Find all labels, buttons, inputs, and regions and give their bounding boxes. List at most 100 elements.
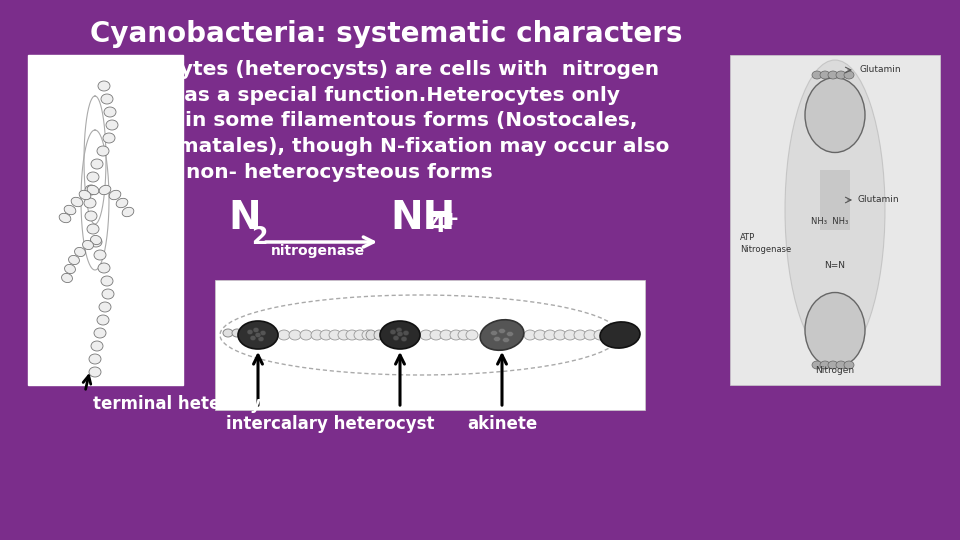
Ellipse shape [828, 71, 838, 79]
Text: N=N: N=N [825, 260, 846, 269]
Bar [730, 55, 940, 385]
Ellipse shape [828, 361, 838, 369]
Ellipse shape [89, 354, 101, 364]
Ellipse shape [98, 81, 110, 91]
Ellipse shape [90, 235, 102, 245]
Ellipse shape [338, 330, 350, 340]
Ellipse shape [87, 224, 99, 234]
Ellipse shape [84, 198, 96, 208]
Ellipse shape [101, 94, 113, 104]
Text: Glutamin: Glutamin [860, 65, 901, 75]
Ellipse shape [223, 329, 233, 337]
Ellipse shape [403, 330, 409, 335]
Ellipse shape [836, 361, 846, 369]
Ellipse shape [99, 185, 110, 195]
Ellipse shape [104, 107, 116, 117]
Bar [820, 170, 850, 230]
Ellipse shape [397, 332, 403, 336]
Ellipse shape [354, 330, 366, 340]
Ellipse shape [247, 329, 253, 334]
Ellipse shape [507, 332, 514, 336]
Ellipse shape [75, 247, 85, 256]
Ellipse shape [90, 237, 102, 247]
Ellipse shape [380, 321, 420, 349]
Ellipse shape [68, 255, 80, 265]
Ellipse shape [87, 185, 99, 195]
Ellipse shape [109, 190, 121, 200]
Ellipse shape [99, 302, 111, 312]
Ellipse shape [493, 336, 500, 341]
Ellipse shape [812, 71, 822, 79]
Text: NH: NH [390, 199, 455, 237]
Ellipse shape [238, 321, 278, 349]
Ellipse shape [346, 330, 358, 340]
Ellipse shape [64, 205, 76, 215]
Ellipse shape [396, 327, 402, 333]
Text: Glutamin: Glutamin [857, 195, 899, 205]
Ellipse shape [255, 333, 261, 338]
Text: 4: 4 [430, 213, 446, 237]
Ellipse shape [116, 198, 128, 208]
Ellipse shape [64, 265, 76, 274]
Ellipse shape [289, 330, 301, 340]
Ellipse shape [94, 328, 106, 338]
Ellipse shape [844, 71, 854, 79]
Text: Nitrogen: Nitrogen [815, 366, 854, 375]
Ellipse shape [250, 335, 256, 341]
Text: akinete: akinete [467, 415, 538, 433]
Ellipse shape [450, 330, 462, 340]
Ellipse shape [103, 133, 115, 143]
Ellipse shape [85, 185, 97, 195]
Ellipse shape [480, 320, 524, 350]
Ellipse shape [258, 336, 264, 341]
Text: 2: 2 [251, 225, 268, 249]
Ellipse shape [91, 341, 103, 351]
Ellipse shape [554, 330, 566, 340]
Ellipse shape [812, 361, 822, 369]
Ellipse shape [574, 330, 586, 340]
Ellipse shape [498, 328, 506, 334]
Ellipse shape [91, 159, 103, 169]
Ellipse shape [278, 330, 290, 340]
Ellipse shape [401, 336, 407, 341]
Text: terminal heterocyst: terminal heterocyst [93, 395, 278, 413]
Ellipse shape [83, 240, 93, 249]
Ellipse shape [524, 330, 536, 340]
Text: ATP: ATP [740, 233, 756, 242]
Ellipse shape [534, 330, 546, 340]
Ellipse shape [466, 330, 478, 340]
Ellipse shape [85, 211, 97, 221]
Text: Heterocytes (heterocysts) are cells with  nitrogen
fixation as a special functio: Heterocytes (heterocysts) are cells with… [90, 60, 669, 182]
Text: Nitrogenase: Nitrogenase [740, 246, 791, 254]
Ellipse shape [820, 71, 830, 79]
Ellipse shape [232, 329, 242, 337]
Ellipse shape [491, 330, 497, 335]
Ellipse shape [101, 276, 113, 286]
Ellipse shape [260, 330, 266, 335]
Ellipse shape [79, 190, 91, 200]
Text: NH₃  NH₃: NH₃ NH₃ [811, 218, 849, 226]
Ellipse shape [785, 60, 885, 360]
Ellipse shape [393, 335, 399, 341]
Ellipse shape [94, 250, 106, 260]
Ellipse shape [544, 330, 556, 340]
Text: intercalary heterocyst: intercalary heterocyst [226, 415, 434, 433]
Ellipse shape [97, 146, 109, 156]
Ellipse shape [600, 322, 640, 348]
Bar [28, 55, 183, 385]
Ellipse shape [440, 330, 452, 340]
Ellipse shape [458, 330, 470, 340]
Ellipse shape [820, 361, 830, 369]
Ellipse shape [390, 329, 396, 334]
Ellipse shape [87, 172, 99, 182]
Ellipse shape [311, 330, 323, 340]
Ellipse shape [584, 330, 596, 340]
Ellipse shape [300, 330, 312, 340]
Ellipse shape [502, 338, 510, 342]
Bar [215, 280, 645, 410]
Ellipse shape [594, 330, 606, 340]
Ellipse shape [102, 289, 114, 299]
Ellipse shape [98, 263, 110, 273]
Text: Cyanobacteria: systematic characters: Cyanobacteria: systematic characters [90, 20, 683, 48]
Ellipse shape [253, 327, 259, 333]
